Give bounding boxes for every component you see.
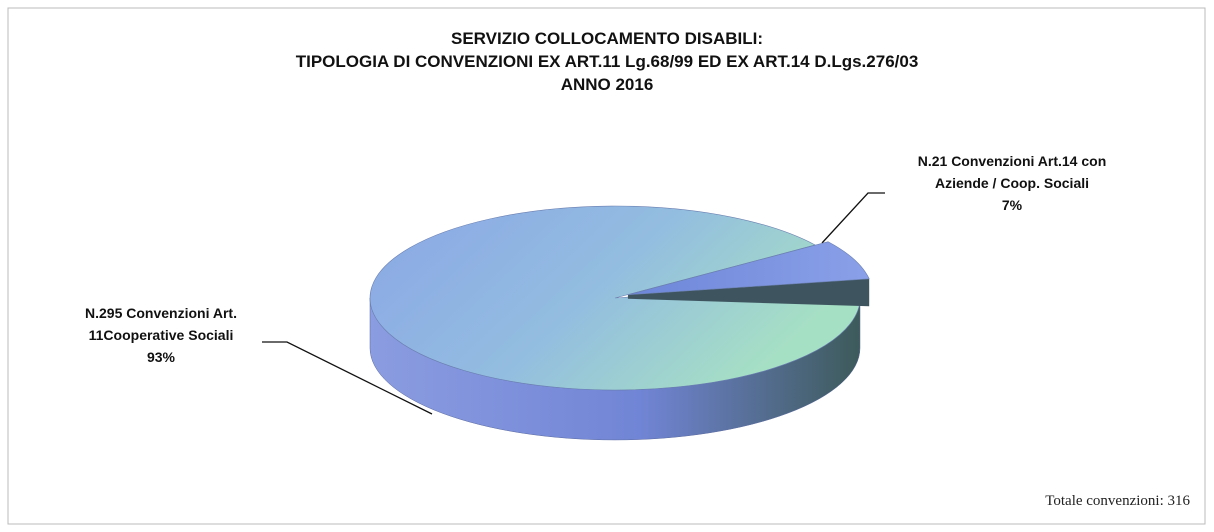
slice-label: N.295 Convenzioni Art. 11Cooperative Soc…	[72, 302, 250, 368]
chart-title: ANNO 2016	[561, 75, 654, 94]
value-label: 7%	[1001, 197, 1023, 213]
category-label: N.295 Convenzioni Art. 11Cooperative Soc…	[85, 305, 237, 343]
chart-title: SERVIZIO COLLOCAMENTO DISABILI:	[451, 29, 763, 48]
leader-line	[262, 341, 433, 415]
chart-border	[7, 7, 1206, 525]
pie-slice	[369, 205, 861, 391]
pie-slice	[627, 241, 870, 296]
category-label: N.21 Convenzioni Art.14 con Aziende / Co…	[917, 153, 1107, 191]
chart-title: TIPOLOGIA DI CONVENZIONI EX ART.11 Lg.68…	[296, 52, 919, 71]
value-label: 93%	[146, 349, 176, 365]
slice-label: N.21 Convenzioni Art.14 con Aziende / Co…	[912, 150, 1112, 216]
leader-line	[821, 192, 885, 244]
slice-face	[627, 278, 870, 307]
total-note: Totale convenzioni: 316	[1045, 493, 1190, 509]
